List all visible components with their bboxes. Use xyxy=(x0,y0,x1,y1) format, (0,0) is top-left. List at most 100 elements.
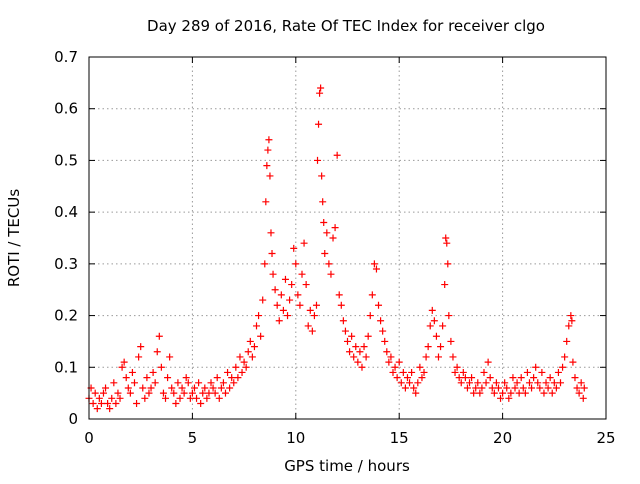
data-point xyxy=(476,389,484,397)
data-point xyxy=(91,389,99,397)
data-point xyxy=(466,379,474,387)
data-point xyxy=(530,374,538,382)
data-point xyxy=(449,353,457,361)
data-point xyxy=(265,136,273,144)
data-point xyxy=(350,353,358,361)
data-point xyxy=(236,353,244,361)
data-point xyxy=(447,337,455,345)
data-point xyxy=(356,348,364,356)
data-point xyxy=(432,332,440,340)
data-point xyxy=(346,348,354,356)
data-point xyxy=(238,368,246,376)
plot-frame xyxy=(88,56,607,420)
data-point xyxy=(182,374,190,382)
data-point xyxy=(478,384,486,392)
data-point xyxy=(207,379,215,387)
data-point xyxy=(281,275,289,283)
data-point xyxy=(472,384,480,392)
data-point xyxy=(149,368,157,376)
data-point xyxy=(234,374,242,382)
data-point xyxy=(323,229,331,237)
x-tick-label: 20 xyxy=(493,429,512,447)
data-point xyxy=(445,312,453,320)
data-point xyxy=(468,374,476,382)
data-point xyxy=(480,368,488,376)
data-point xyxy=(184,379,192,387)
data-point xyxy=(141,394,149,402)
data-point xyxy=(494,384,502,392)
data-point xyxy=(528,384,536,392)
data-point xyxy=(106,405,114,413)
data-point xyxy=(457,379,465,387)
data-point xyxy=(310,312,318,320)
data-point xyxy=(104,399,112,407)
data-point xyxy=(319,198,327,206)
data-point xyxy=(159,389,167,397)
data-point xyxy=(186,394,194,402)
data-point xyxy=(213,374,221,382)
chart-title: Day 289 of 2016, Rate Of TEC Index for r… xyxy=(147,17,545,35)
data-point xyxy=(540,389,548,397)
x-tick-label: 25 xyxy=(596,429,615,447)
data-point xyxy=(385,358,393,366)
data-point xyxy=(451,368,459,376)
data-point xyxy=(273,301,281,309)
data-point xyxy=(414,379,422,387)
data-point xyxy=(315,120,323,128)
data-point xyxy=(151,379,159,387)
data-point xyxy=(255,312,263,320)
data-point xyxy=(317,84,325,92)
data-point xyxy=(300,239,308,247)
data-point xyxy=(294,291,302,299)
data-point xyxy=(536,384,544,392)
data-point xyxy=(461,374,469,382)
data-point xyxy=(145,389,153,397)
data-point xyxy=(575,389,583,397)
data-point xyxy=(424,343,432,351)
data-point xyxy=(339,317,347,325)
data-point xyxy=(271,286,279,294)
data-point xyxy=(126,389,134,397)
data-point xyxy=(244,348,252,356)
data-point xyxy=(337,301,345,309)
y-tick-label: 0.6 xyxy=(54,100,78,118)
data-points xyxy=(85,84,588,413)
data-point xyxy=(279,306,287,314)
data-point xyxy=(554,368,562,376)
data-point xyxy=(147,384,155,392)
y-tick-label: 0.5 xyxy=(54,151,78,169)
data-point xyxy=(93,405,101,413)
data-point xyxy=(246,337,254,345)
data-point xyxy=(242,363,250,371)
data-point xyxy=(441,281,449,289)
data-point xyxy=(399,368,407,376)
data-point xyxy=(143,374,151,382)
data-point xyxy=(532,363,540,371)
data-point xyxy=(548,389,556,397)
data-point xyxy=(195,379,203,387)
data-point xyxy=(486,374,494,382)
data-point xyxy=(412,389,420,397)
data-point xyxy=(108,394,116,402)
data-point xyxy=(308,327,316,335)
data-point xyxy=(331,224,339,232)
data-point xyxy=(228,374,236,382)
data-point xyxy=(124,384,132,392)
data-point xyxy=(133,399,141,407)
data-point xyxy=(248,353,256,361)
x-axis-title: GPS time / hours xyxy=(284,457,410,475)
data-point xyxy=(253,322,261,330)
data-point xyxy=(437,343,445,351)
data-point xyxy=(381,337,389,345)
data-point xyxy=(490,389,498,397)
data-point xyxy=(546,374,554,382)
data-point xyxy=(333,151,341,159)
data-point xyxy=(128,368,136,376)
data-point xyxy=(120,358,128,366)
data-point xyxy=(580,384,588,392)
data-point xyxy=(268,250,276,258)
data-point xyxy=(178,384,186,392)
data-point xyxy=(368,291,376,299)
data-point xyxy=(538,368,546,376)
data-point xyxy=(360,343,368,351)
